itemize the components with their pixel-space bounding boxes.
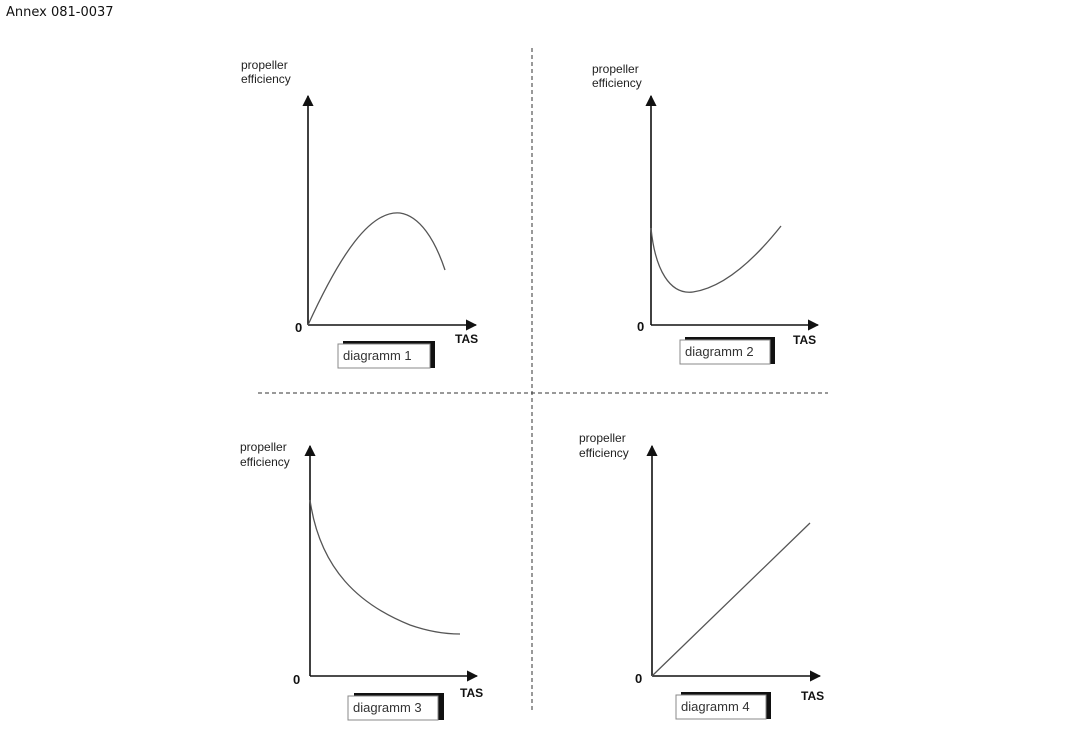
diagram-1-origin-label: 0 — [295, 320, 302, 335]
diagram-2-ylabel-line2: efficiency — [592, 76, 642, 90]
diagram-2-caption: diagramm 2 — [685, 344, 754, 359]
diagram-4-xlabel: TAS — [801, 689, 824, 703]
diagram-1-caption-box — [337, 343, 431, 369]
diagram-1-xlabel: TAS — [455, 332, 478, 346]
diagram-4-caption-box — [675, 694, 767, 720]
diagram-3-xlabel: TAS — [460, 686, 483, 700]
annex-label: Annex 081-0037 — [6, 5, 114, 20]
diagram-4-origin-label: 0 — [635, 671, 642, 686]
diagram-3-caption-box — [347, 695, 439, 721]
diagram-4-curve — [651, 522, 811, 677]
diagram-4-ylabel-line2: efficiency — [579, 446, 629, 460]
diagram-1-ylabel-line2: efficiency — [241, 72, 291, 86]
diagram-1-caption: diagramm 1 — [343, 348, 412, 363]
diagram-4-caption: diagramm 4 — [681, 699, 750, 714]
diagram-1-curve — [307, 212, 446, 326]
diagram-4-ylabel-line1: propeller — [579, 431, 626, 445]
diagram-2-panel: propeller efficiency 0 TAS diagramm 2 — [592, 62, 820, 365]
diagram-3-caption: diagramm 3 — [353, 700, 422, 715]
diagram-2-ylabel-line1: propeller — [592, 62, 639, 76]
diagram-1-panel: propeller efficiency 0 TAS diagramm 1 — [241, 58, 478, 369]
diagram-2-origin-label: 0 — [637, 319, 644, 334]
diagram-3-curve — [309, 499, 461, 635]
diagram-2-xlabel: TAS — [793, 333, 816, 347]
diagram-1-ylabel-line1: propeller — [241, 58, 288, 72]
diagram-2-curve — [650, 225, 782, 293]
diagram-3-panel: propeller efficiency 0 TAS diagramm 3 — [240, 440, 483, 721]
diagram-3-origin-label: 0 — [293, 672, 300, 687]
diagram-4-panel: propeller efficiency 0 TAS diagramm 4 — [579, 431, 824, 720]
diagram-2-caption-box — [679, 339, 771, 365]
diagram-3-ylabel-line1: propeller — [240, 440, 287, 454]
diagram-3-ylabel-line2: efficiency — [240, 455, 290, 469]
